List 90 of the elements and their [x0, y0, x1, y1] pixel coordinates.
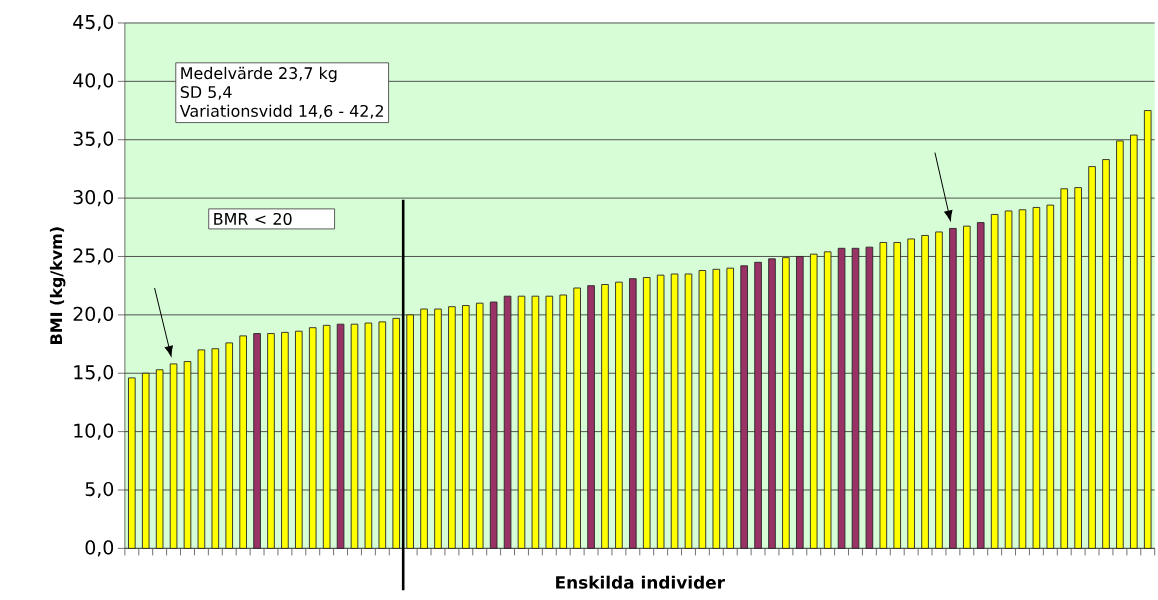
bar: [921, 234, 929, 549]
bar: [1004, 210, 1013, 549]
bar: [434, 308, 442, 549]
bar: [851, 247, 860, 549]
bar: [587, 285, 595, 549]
bar: [1116, 140, 1124, 549]
bar: [322, 324, 331, 549]
bar: [503, 295, 512, 549]
bar: [573, 287, 581, 549]
bar: [712, 268, 721, 549]
bar: [809, 253, 818, 549]
bar: [823, 251, 832, 549]
y-tick-label: 45,0: [73, 14, 114, 31]
bar: [211, 348, 220, 549]
bar: [364, 322, 373, 549]
bar: [768, 258, 776, 549]
bar: [392, 317, 401, 549]
bar: [462, 304, 470, 549]
bar: [183, 360, 192, 549]
bar: [949, 227, 957, 549]
bar: [169, 363, 178, 549]
bar: [448, 306, 456, 549]
y-tick-label: 15,0: [74, 364, 114, 382]
bar: [489, 301, 498, 549]
bar: [420, 308, 428, 549]
bar: [837, 247, 846, 549]
y-tick-label: 10,0: [74, 423, 114, 440]
bar: [128, 377, 136, 549]
bar: [642, 276, 651, 549]
bar: [475, 302, 484, 549]
bar: [1102, 158, 1110, 549]
bar: [601, 283, 609, 549]
bar: [531, 295, 540, 549]
y-tick-label: 35,0: [73, 131, 114, 148]
bar: [350, 323, 359, 549]
y-tick-label: 0,0: [85, 540, 114, 557]
bar: [615, 281, 623, 549]
bar: [976, 222, 985, 549]
bar: [545, 295, 554, 549]
bar: [225, 342, 234, 549]
bar: [629, 278, 637, 549]
x-axis-title: Enskilda individer: [556, 575, 725, 589]
bar: [517, 295, 526, 549]
y-tick-label: 5,0: [85, 481, 114, 498]
y-tick-label: 30,0: [73, 189, 114, 207]
bar: [559, 294, 568, 549]
bar: [684, 273, 693, 549]
annotation: Variationsvidd 14,6 - 42,2: [179, 104, 383, 119]
bar: [1074, 186, 1082, 549]
annotation: Medelvärde 23,7 kg: [181, 66, 337, 83]
bar: [308, 327, 317, 549]
bar: [670, 273, 679, 549]
bar: [782, 257, 790, 549]
bar: [796, 255, 804, 549]
bar: [1130, 134, 1138, 549]
y-tick-label: 25,0: [73, 248, 114, 265]
bar: [963, 225, 971, 549]
bar: [155, 369, 164, 549]
bar: [754, 261, 762, 549]
bar: [1088, 165, 1096, 549]
bar: [907, 238, 915, 549]
bar: [1018, 209, 1027, 549]
bar: [253, 332, 261, 549]
bar: [935, 231, 943, 549]
bar: [267, 332, 275, 549]
bar: [865, 246, 874, 549]
bar: [1046, 204, 1055, 549]
bar: [1032, 206, 1041, 549]
y-tick-label: 20,0: [73, 306, 114, 323]
y-tick-label: 40,0: [73, 73, 114, 90]
bar: [197, 349, 206, 549]
bar: [879, 241, 888, 549]
bar: [656, 274, 665, 549]
bar: [740, 265, 748, 549]
bar: [1143, 109, 1152, 549]
annotation: BMR < 20: [214, 212, 292, 225]
bar: [406, 314, 414, 549]
bar: [295, 330, 303, 549]
y-axis-title: BMI (kg/kvm): [49, 227, 66, 344]
bar: [726, 267, 735, 549]
bar: [378, 321, 387, 549]
annotation: SD 5,4: [180, 85, 232, 100]
bar: [1060, 188, 1069, 549]
bar: [698, 269, 707, 549]
bar: [336, 323, 345, 549]
bar: [239, 335, 247, 549]
bar: [990, 213, 999, 549]
bar: [141, 372, 150, 549]
bar: [281, 331, 289, 549]
bar: [893, 241, 902, 549]
